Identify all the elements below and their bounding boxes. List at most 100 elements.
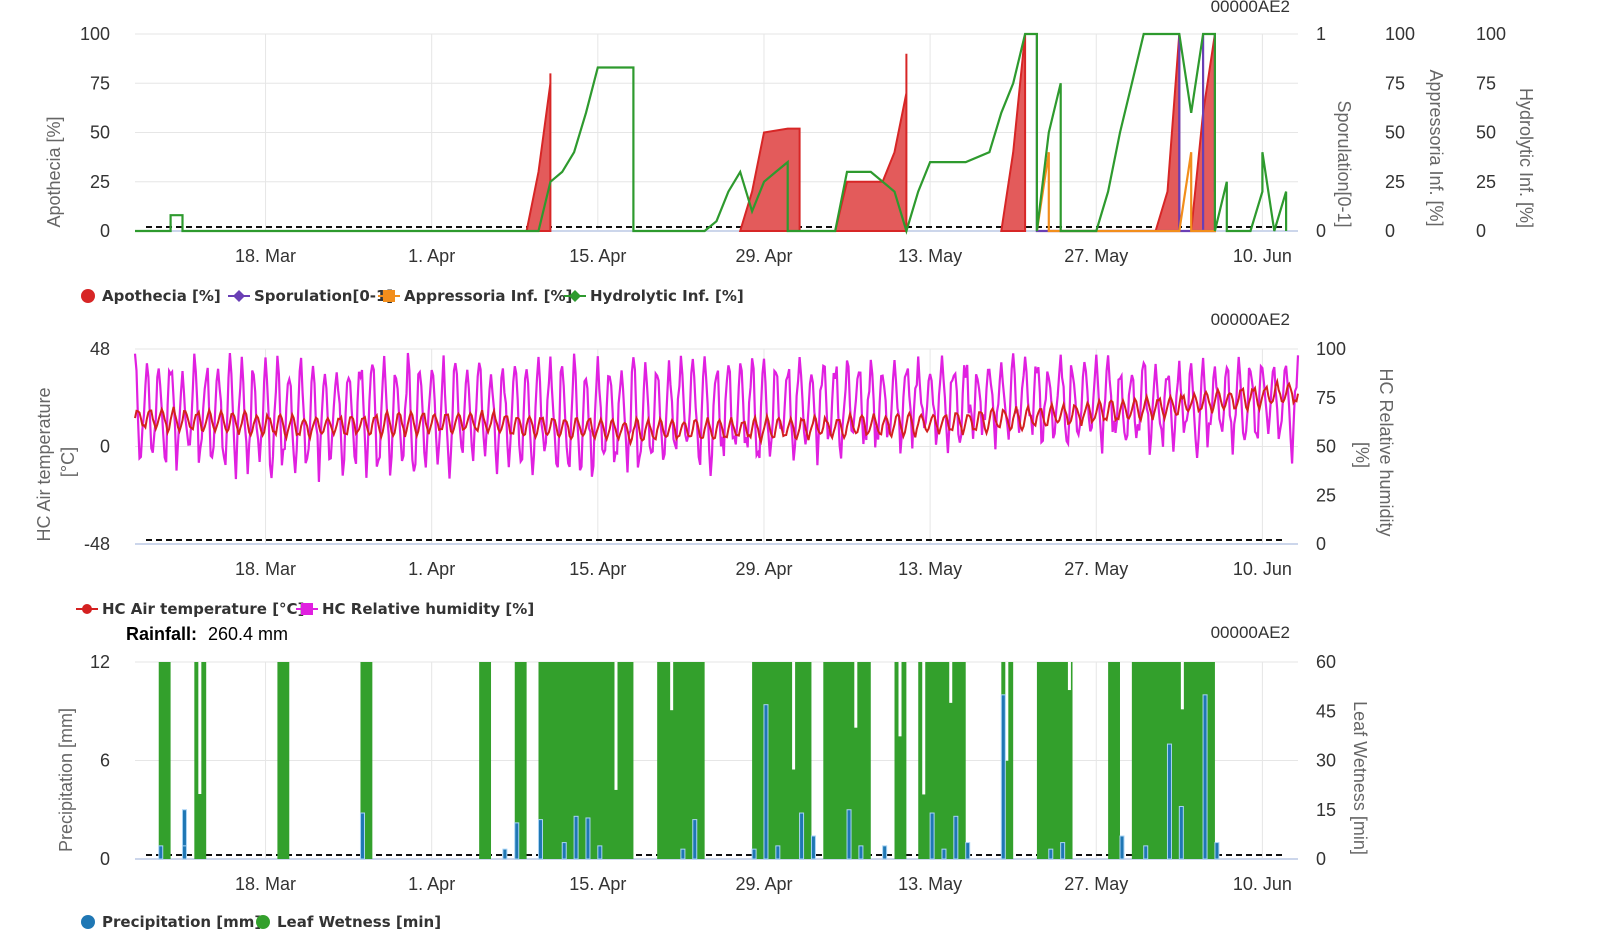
- y-tick-label: 100: [1385, 24, 1415, 44]
- rainfall-total: 260.4 mm: [208, 624, 288, 644]
- leaf-wetness-gap: [792, 662, 796, 770]
- panel-rainfall: 00000AE2 Rainfall: 260.4 mm 18. Mar 1. Ap…: [56, 623, 1370, 931]
- leaf-wetness-bar: [479, 662, 492, 859]
- precipitation-bar: [858, 845, 864, 860]
- legend-label: Apothecia [%]: [102, 287, 221, 305]
- leaf-wetness-bar: [1108, 662, 1120, 859]
- legend-label: Hydrolytic Inf. [%]: [590, 287, 744, 305]
- y-tick-label: 100: [80, 24, 110, 44]
- x-tick-label: 27. May: [1064, 559, 1128, 579]
- appressoria-axis-title: Appressoria Inf. [%]: [1426, 69, 1446, 226]
- y-tick-label: 100: [1316, 339, 1346, 359]
- precipitation-bar: [953, 815, 959, 860]
- y-tick-label: 15: [1316, 800, 1336, 820]
- legend-marker: [301, 603, 313, 615]
- precipitation-bar: [1119, 835, 1125, 860]
- x-tick-label: 10. Jun: [1233, 874, 1292, 894]
- leaf-wetness-gap: [198, 662, 202, 795]
- y-tick-label: 50: [1316, 437, 1336, 457]
- legend-marker: [81, 289, 95, 303]
- y-tick-label: 50: [1476, 123, 1496, 143]
- x-tick-label: 1. Apr: [408, 874, 455, 894]
- precipitation-bar: [561, 842, 567, 860]
- y-tick-label: 60: [1316, 652, 1336, 672]
- leaf-wetness-bar: [514, 662, 527, 859]
- y-tick-label: 50: [1385, 123, 1405, 143]
- y-tick-label: 0: [1316, 221, 1326, 241]
- legend-disease-model: Apothecia [%] Sporulation[0-1] Appressoria…: [81, 287, 744, 305]
- x-tick-label: 18. Mar: [235, 559, 296, 579]
- precipitation-bar: [680, 848, 686, 860]
- panel-weather: 00000AE2 18. Mar 1. Apr 15. Apr 29. Apr 13. …: [34, 310, 1396, 618]
- leaf-wetness-gap: [1180, 662, 1184, 710]
- precipitation-bar: [763, 704, 769, 860]
- precipitation-bar: [1202, 694, 1208, 860]
- leaf-wetness-bar: [360, 662, 373, 859]
- x-tick-label: 27. May: [1064, 874, 1128, 894]
- legend-marker: [256, 915, 270, 929]
- humidity-line: [133, 352, 1300, 482]
- x-tick-label: 13. May: [898, 874, 962, 894]
- leaf-wetness-gap: [854, 662, 858, 728]
- leaf-wetness-bar: [277, 662, 290, 859]
- leaf-wetness-bar: [158, 662, 171, 859]
- station-id-2: 00000AE2: [1211, 310, 1290, 329]
- leaf-wetness-gap: [922, 662, 926, 795]
- x-tick-label: 15. Apr: [569, 874, 626, 894]
- precipitation-bar: [597, 845, 603, 860]
- y-tick-label: 45: [1316, 701, 1336, 721]
- legend-marker: [233, 290, 245, 302]
- apothecia-area: [738, 127, 801, 232]
- panel-disease-model: 00000AE2 18. Mar 1. Apr 15. Apr 29. Apr 13. …: [44, 0, 1536, 305]
- precipitation-bar: [1214, 842, 1220, 860]
- leaf-wetness-gap: [670, 662, 674, 711]
- precipitation-bar: [158, 845, 164, 860]
- air-temperature-axis-title: HC Air temperature [°C]: [34, 382, 78, 541]
- precipitation-bar: [1000, 694, 1006, 860]
- precipitation-bar: [941, 848, 947, 860]
- precipitation-bar: [537, 819, 543, 860]
- precipitation-bar: [1048, 848, 1054, 860]
- y-tick-label: 75: [1385, 73, 1405, 93]
- leaf-wetness-bar: [894, 662, 907, 859]
- relative-humidity-axis-title: HC Relative humidity [%]: [1352, 368, 1396, 541]
- y-tick-label: 50: [90, 123, 110, 143]
- y-tick-label: 0: [100, 849, 110, 869]
- precipitation-bar: [929, 812, 935, 860]
- precipitation-bar: [359, 812, 365, 860]
- leaf-wetness-gap: [898, 662, 902, 737]
- precipitation-bar: [514, 822, 520, 860]
- hydrolytic-axis-title: Hydrolytic Inf. [%]: [1516, 88, 1536, 228]
- precipitation-bar: [799, 812, 805, 860]
- precipitation-bar: [751, 848, 757, 860]
- leaf-wetness-bar: [657, 662, 705, 859]
- y-tick-label: 30: [1316, 751, 1336, 771]
- y-tick-label: 0: [1385, 221, 1395, 241]
- legend-label: Precipitation [mm]: [102, 913, 261, 931]
- precipitation-bar: [585, 817, 591, 860]
- leaf-wetness-bar: [1036, 662, 1073, 859]
- leaf-wetness-axis-title: Leaf Wetness [min]: [1350, 701, 1370, 855]
- precipitation-bar: [965, 842, 971, 860]
- legend-rainfall: Precipitation [mm] Leaf Wetness [min]: [81, 913, 441, 931]
- x-tick-label: 10. Jun: [1233, 246, 1292, 266]
- x-tick-label: 29. Apr: [735, 874, 792, 894]
- y-tick-label: 0: [1316, 534, 1326, 554]
- leaf-wetness-bar: [1131, 662, 1215, 859]
- apothecia-axis-title: Apothecia [%]: [44, 116, 64, 227]
- precipitation-bar: [502, 848, 508, 860]
- legend-label: Sporulation[0-1]: [254, 287, 393, 305]
- precipitation-bar: [882, 845, 888, 860]
- precipitation-bar: [1166, 743, 1172, 860]
- x-tick-label: 29. Apr: [735, 559, 792, 579]
- x-tick-label: 1. Apr: [408, 559, 455, 579]
- y-tick-label: 6: [100, 751, 110, 771]
- x-tick-label: 18. Mar: [235, 874, 296, 894]
- y-tick-label: 25: [1385, 172, 1405, 192]
- precipitation-axis-title: Precipitation [mm]: [56, 708, 76, 852]
- y-tick-label: 48: [90, 339, 110, 359]
- x-tick-label: 18. Mar: [235, 246, 296, 266]
- legend-marker: [81, 915, 95, 929]
- apothecia-area: [525, 73, 552, 232]
- hydrolytic-line: [135, 32, 1288, 235]
